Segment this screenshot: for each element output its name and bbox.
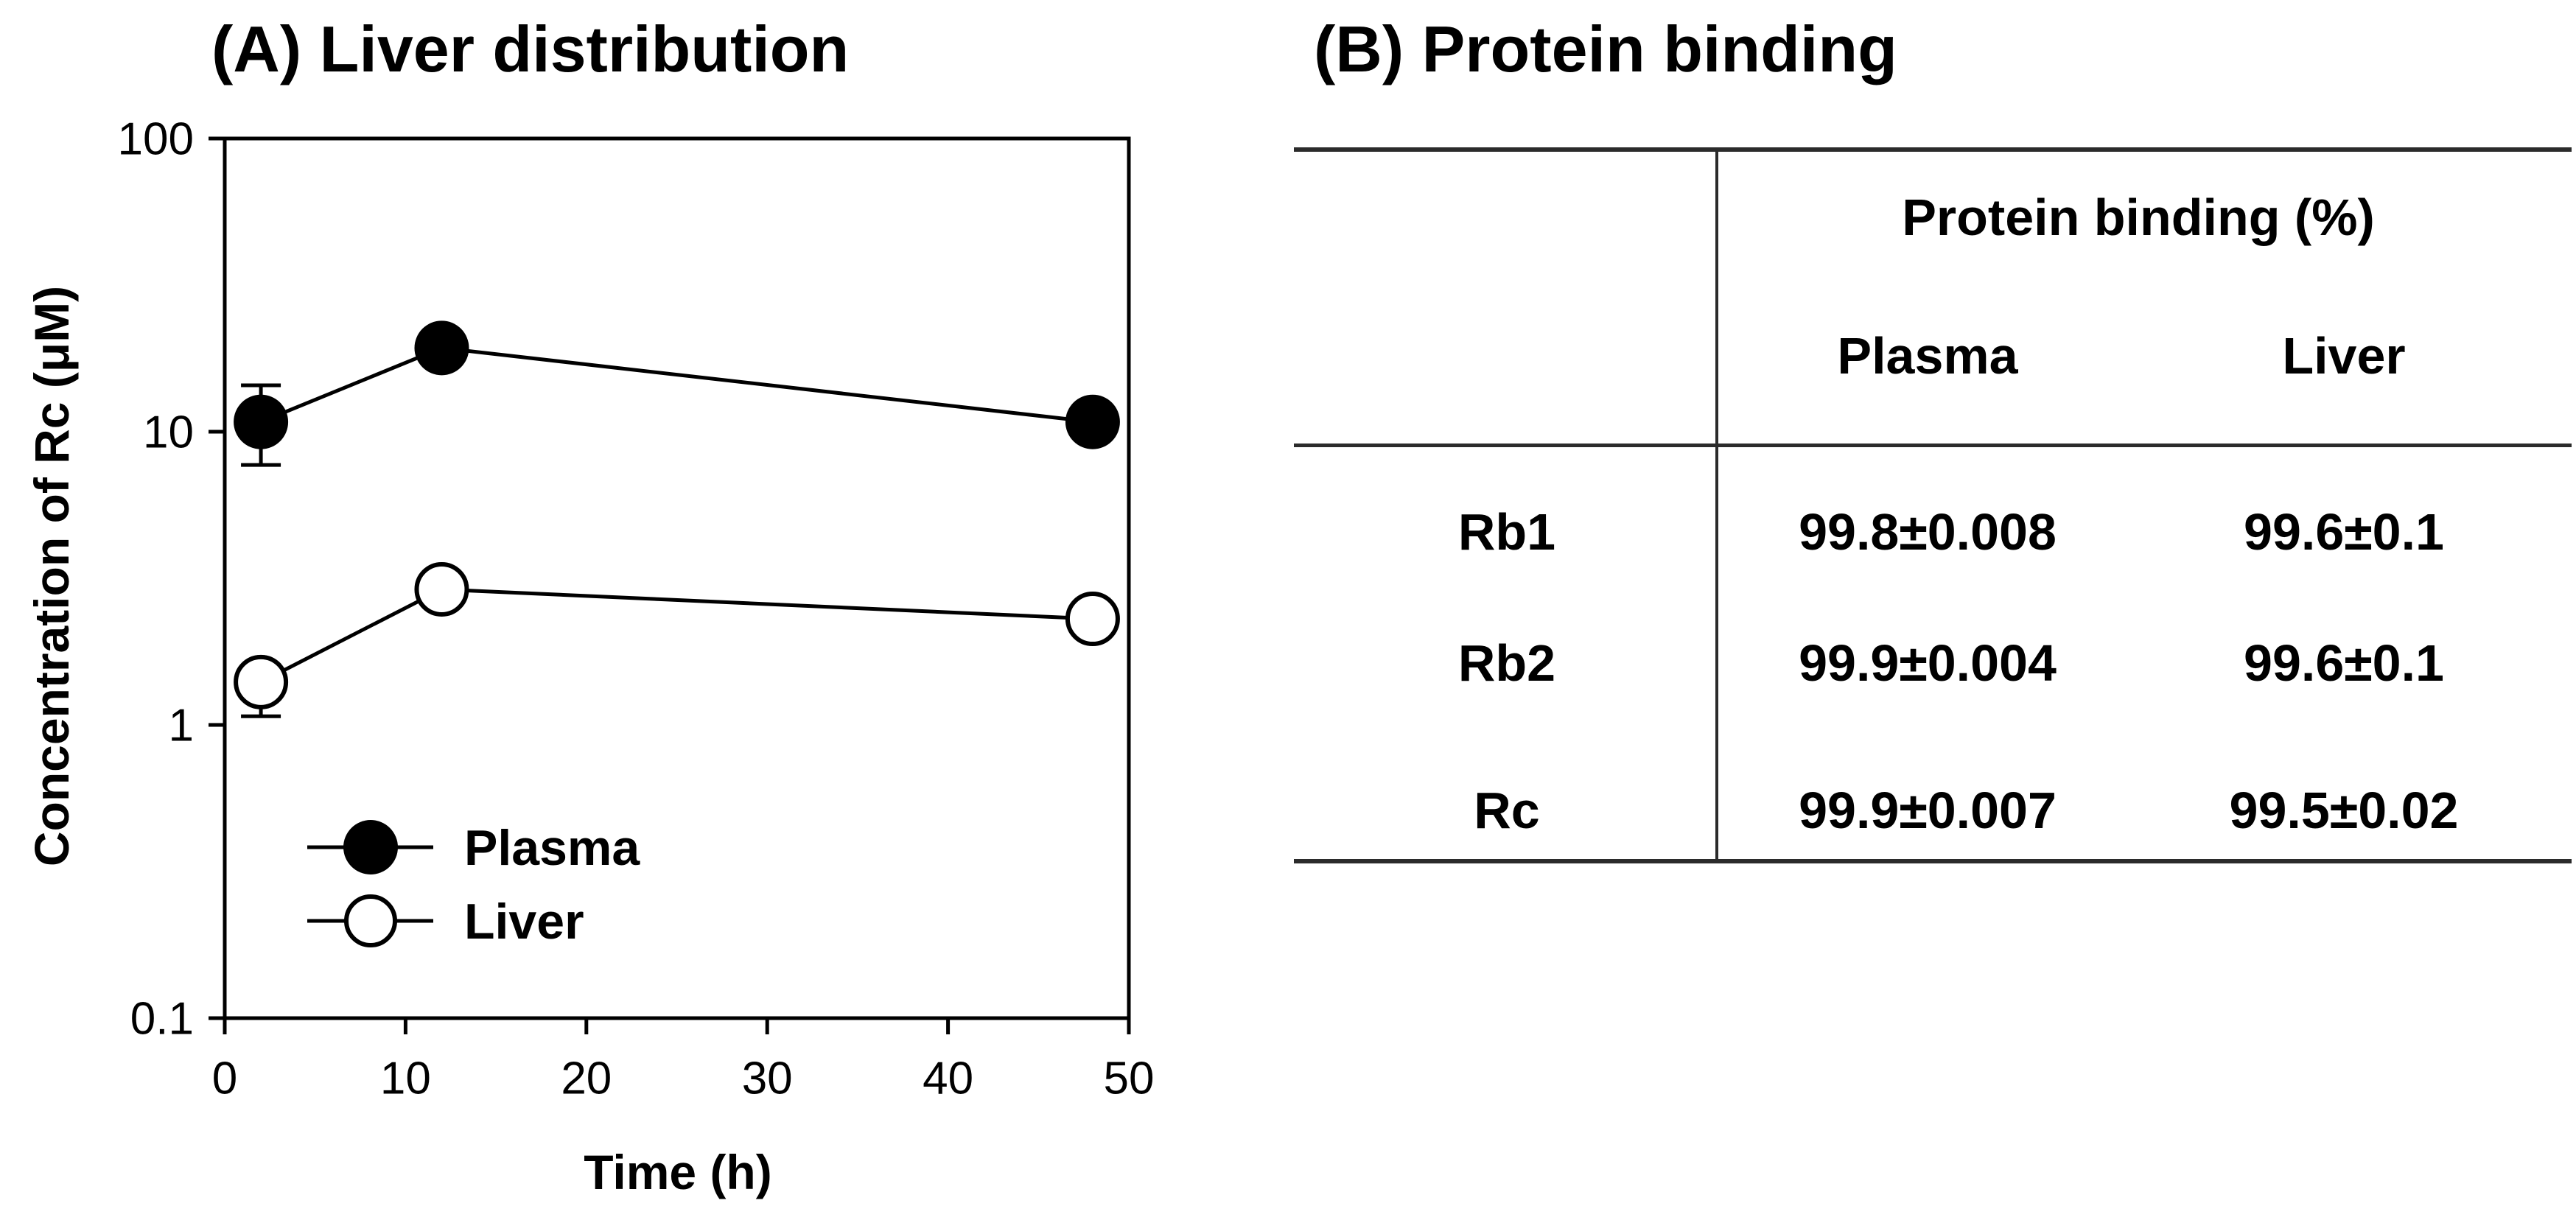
plasma-data-point [1065,394,1120,449]
rb1-plasma-value: 99.8±0.008 [1799,503,2057,561]
plasma-legend-marker [343,820,398,874]
rc-liver-value: 99.5±0.02 [2229,782,2459,839]
liver-legend-label: Liver [464,894,584,950]
rc-plasma-value: 99.9±0.007 [1799,782,2057,839]
plasma-data-point [234,394,289,449]
liver-data-point [234,654,289,709]
liver-legend-marker [344,894,397,947]
x-tick-label: 20 [561,1054,612,1104]
table-group-header: Protein binding (%) [1902,189,2375,246]
rb2-plasma-value: 99.9±0.004 [1799,634,2057,692]
table-col-header-liver: Liver [2282,327,2406,385]
liver-data-point [414,561,469,617]
panel-b-title: (B) Protein binding [1314,13,1897,85]
row-label-rc: Rc [1474,782,1540,839]
y-tick-label: 1 [169,701,194,751]
panel-a-title: (A) Liver distribution [211,13,850,85]
x-tick-label: 0 [212,1054,237,1104]
x-axis-title: Time (h) [584,1145,772,1199]
plasma-line [260,346,1093,424]
liver-data-point [1065,592,1120,647]
x-tick-label: 50 [1104,1054,1155,1104]
rb1-liver-value: 99.6±0.1 [2244,503,2444,561]
row-label-rb2: Rb2 [1457,634,1556,692]
x-tick-label: 10 [380,1054,431,1104]
table-top-rule [1294,147,2572,152]
table-vertical-rule [1715,150,1718,861]
table-col-header-plasma: Plasma [1837,327,2018,385]
row-label-rb1: Rb1 [1457,503,1556,561]
plasma-data-point [414,320,469,376]
liver-line [259,587,1093,684]
x-tick-label: 30 [742,1054,793,1104]
y-tick-label: 0.1 [130,994,194,1045]
table-header-rule [1294,444,2572,447]
table-bottom-rule [1294,859,2572,863]
x-tick-label: 40 [923,1054,973,1104]
y-tick-label: 100 [118,114,194,165]
rb2-liver-value: 99.6±0.1 [2244,634,2444,692]
plot-frame [223,136,1131,1020]
plasma-legend-label: Plasma [464,820,640,876]
y-tick-label: 10 [143,407,194,458]
